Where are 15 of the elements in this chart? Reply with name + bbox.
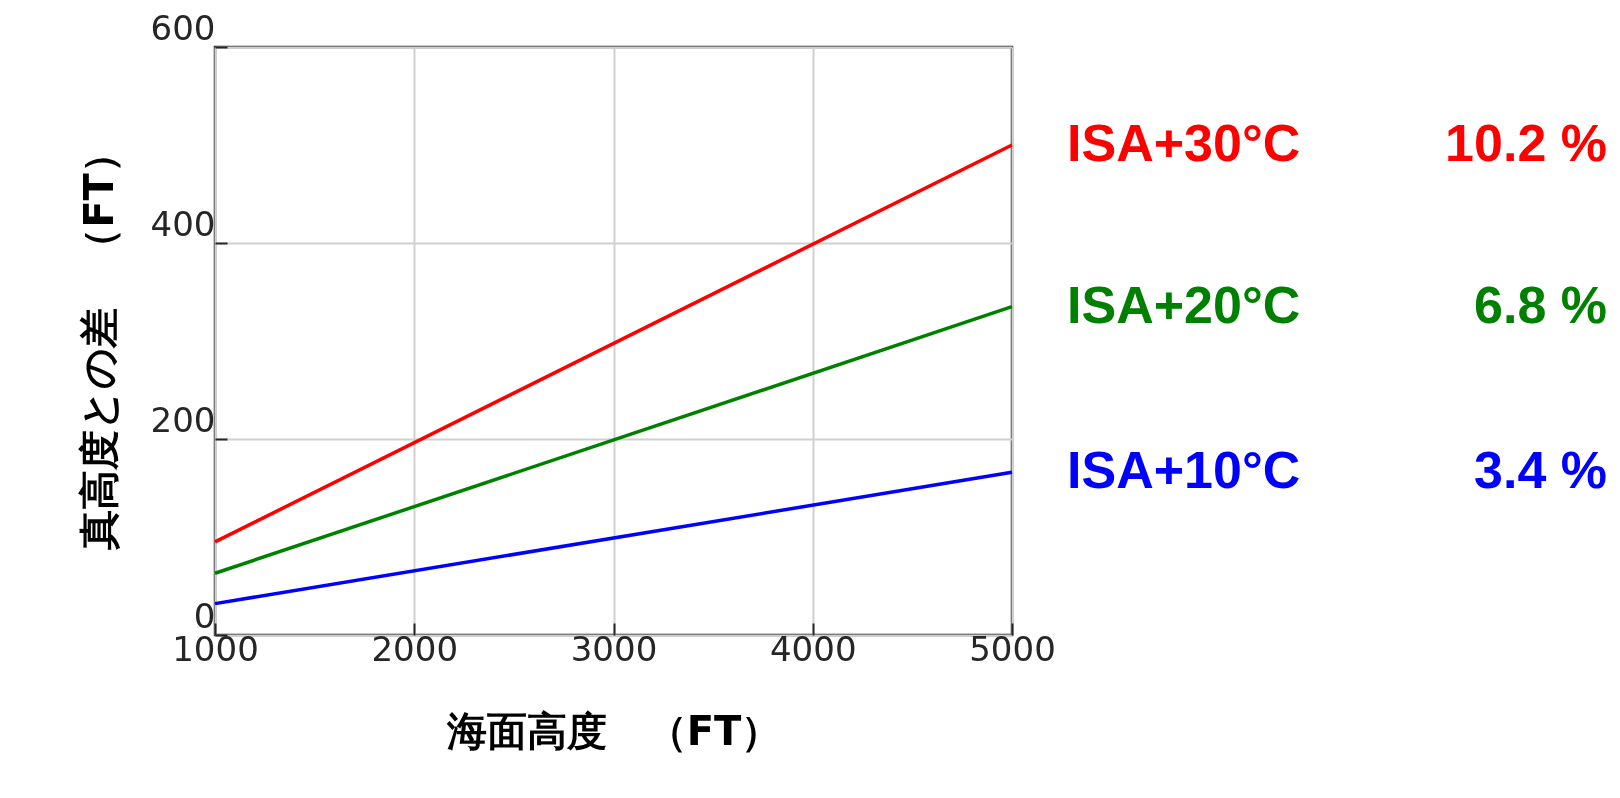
y-axis-title: 真高度との差 （FT） [75,133,122,551]
text: 10.2 % [1445,114,1607,172]
series-label: ISA+10°C [1067,441,1301,500]
x-tick-label: 2000 [371,628,459,669]
x-tick-label: 5000 [969,628,1056,669]
y-tick-label: 600 [150,7,216,48]
y-tick-label: 200 [150,399,216,440]
text: 6.8 % [1474,275,1607,334]
x-axis-title: 海面高度 （FT） [445,707,782,754]
series-label: ISA+30°C [1067,114,1301,172]
series-label: ISA+20°C [1067,275,1301,334]
x-tick-label: 4000 [769,628,857,669]
text: 3.4 % [1474,441,1607,500]
y-tick-label: 400 [150,203,216,244]
x-tick-label: 3000 [570,628,658,669]
